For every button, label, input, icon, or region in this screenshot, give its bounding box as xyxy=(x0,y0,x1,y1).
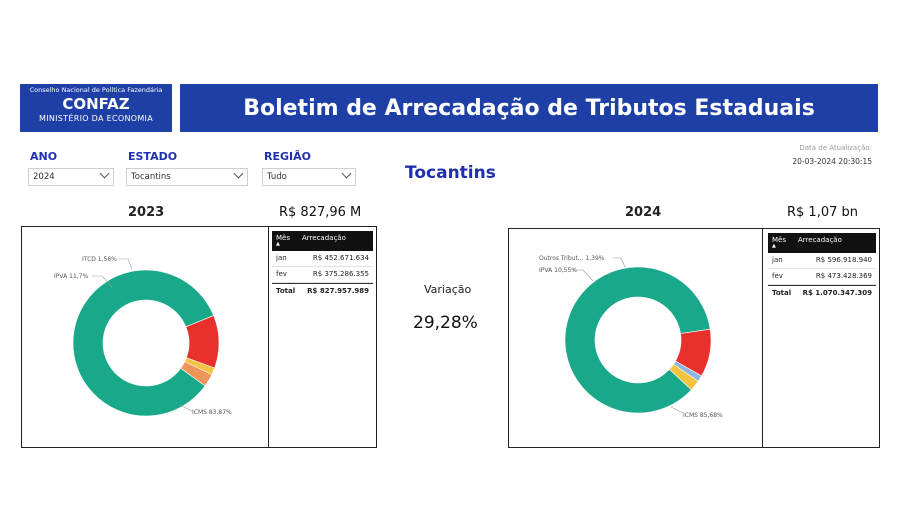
right-row-value: R$ 596.918.940 xyxy=(815,256,872,264)
right-col-month[interactable]: Mês xyxy=(772,236,786,244)
filter-regiao-label: REGIÃO xyxy=(264,150,311,163)
chevron-down-icon xyxy=(99,168,110,179)
donut-data-label: ICMS 85,68% xyxy=(683,412,723,419)
right-col-value[interactable]: Arrecadação xyxy=(798,236,842,244)
right-table-panel: Mês ▲ Arrecadação jan R$ 596.918.940 fev… xyxy=(762,228,880,448)
table-row: fev R$ 473.428.369 xyxy=(768,269,876,285)
filter-ano-label: ANO xyxy=(30,150,58,163)
left-total: R$ 827,96 M xyxy=(279,205,362,220)
chevron-down-icon xyxy=(233,168,244,179)
left-row-month: fev xyxy=(276,270,287,278)
state-title: Tocantins xyxy=(405,163,496,183)
right-total-label: Total xyxy=(772,289,792,297)
donut-data-label: Outros Tribut... 1,39% xyxy=(539,255,605,262)
right-total-value: R$ 1.070.347.309 xyxy=(802,289,872,297)
label-leader-line xyxy=(179,404,193,412)
right-donut-panel: ICMS 85,68% IPVA 10,55% Outros Tribut... 1… xyxy=(508,228,763,448)
filter-estado-select[interactable]: Tocantins xyxy=(126,168,248,186)
update-value: 20-03-2024 20:30:15 xyxy=(792,157,872,166)
table-row: jan R$ 452.671.634 xyxy=(272,251,373,267)
donut-data-label: IPVA 10,55% xyxy=(539,267,577,274)
org-name: CONFAZ xyxy=(62,95,130,113)
left-row-value: R$ 452.671.634 xyxy=(312,254,369,262)
table-row: jan R$ 596.918.940 xyxy=(768,253,876,269)
donut-slice[interactable] xyxy=(180,361,213,387)
filter-ano-select[interactable]: 2024 xyxy=(28,168,114,186)
left-col-month[interactable]: Mês xyxy=(276,234,290,242)
donut-slice[interactable] xyxy=(669,363,699,391)
left-row-value: R$ 375.286.355 xyxy=(312,270,369,278)
left-year: 2023 xyxy=(128,205,165,220)
right-row-value: R$ 473.428.369 xyxy=(815,272,872,280)
left-donut-panel: ICMS 83,87% IPVA 11,7% ITCD 1,56% xyxy=(21,226,269,448)
label-leader-line xyxy=(119,258,133,270)
label-leader-line xyxy=(92,275,113,288)
filter-estado-label: ESTADO xyxy=(128,150,178,163)
right-table: Mês ▲ Arrecadação jan R$ 596.918.940 fev… xyxy=(768,233,876,300)
sort-arrow-icon: ▲ xyxy=(772,243,776,249)
donut-data-label: ICMS 83,87% xyxy=(192,409,232,416)
left-total-label: Total xyxy=(276,287,296,295)
filter-ano-value: 2024 xyxy=(33,172,55,182)
table-row: fev R$ 375.286.355 xyxy=(272,267,373,283)
chevron-down-icon xyxy=(341,168,352,179)
left-total-value: R$ 827.957.989 xyxy=(307,287,369,295)
page-title: Boletim de Arrecadação de Tributos Estad… xyxy=(180,84,878,132)
right-table-header: Mês ▲ Arrecadação xyxy=(768,233,876,253)
donut-slice[interactable] xyxy=(564,266,711,414)
ministry-name: MINISTÉRIO DA ECONOMIA xyxy=(39,114,153,123)
update-label: Data de Atualização: xyxy=(799,144,872,152)
left-table: Mês ▲ Arrecadação jan R$ 452.671.634 fev… xyxy=(272,231,373,298)
label-leader-line xyxy=(670,406,684,414)
right-total: R$ 1,07 bn xyxy=(787,205,859,220)
filter-regiao-select[interactable]: Tudo xyxy=(262,168,356,186)
right-donut-chart: ICMS 85,68% IPVA 10,55% Outros Tribut... 1… xyxy=(539,255,723,419)
left-col-value[interactable]: Arrecadação xyxy=(302,234,346,242)
label-leader-line xyxy=(573,269,594,282)
sort-arrow-icon: ▲ xyxy=(276,241,280,247)
left-table-total: Total R$ 827.957.989 xyxy=(272,283,373,298)
donut-data-label: ITCD 1,56% xyxy=(82,256,117,263)
org-line: Conselho Nacional de Política Fazendária xyxy=(29,86,163,94)
left-donut-chart: ICMS 83,87% IPVA 11,7% ITCD 1,56% xyxy=(54,256,232,417)
label-leader-line xyxy=(613,257,626,268)
donut-slice[interactable] xyxy=(72,269,215,417)
confaz-logo: Conselho Nacional de Política Fazendária… xyxy=(20,84,172,132)
left-table-header: Mês ▲ Arrecadação xyxy=(272,231,373,251)
right-row-month: jan xyxy=(772,256,783,264)
variation-label: Variação xyxy=(424,283,472,296)
donut-data-label: IPVA 11,7% xyxy=(54,273,88,280)
left-table-panel: Mês ▲ Arrecadação jan R$ 452.671.634 fev… xyxy=(268,226,377,448)
right-year: 2024 xyxy=(625,205,662,220)
filter-regiao-value: Tudo xyxy=(267,172,287,182)
left-row-month: jan xyxy=(276,254,287,262)
filter-estado-value: Tocantins xyxy=(131,172,171,182)
variation-value: 29,28% xyxy=(413,313,478,333)
right-table-total: Total R$ 1.070.347.309 xyxy=(768,285,876,300)
right-row-month: fev xyxy=(772,272,783,280)
